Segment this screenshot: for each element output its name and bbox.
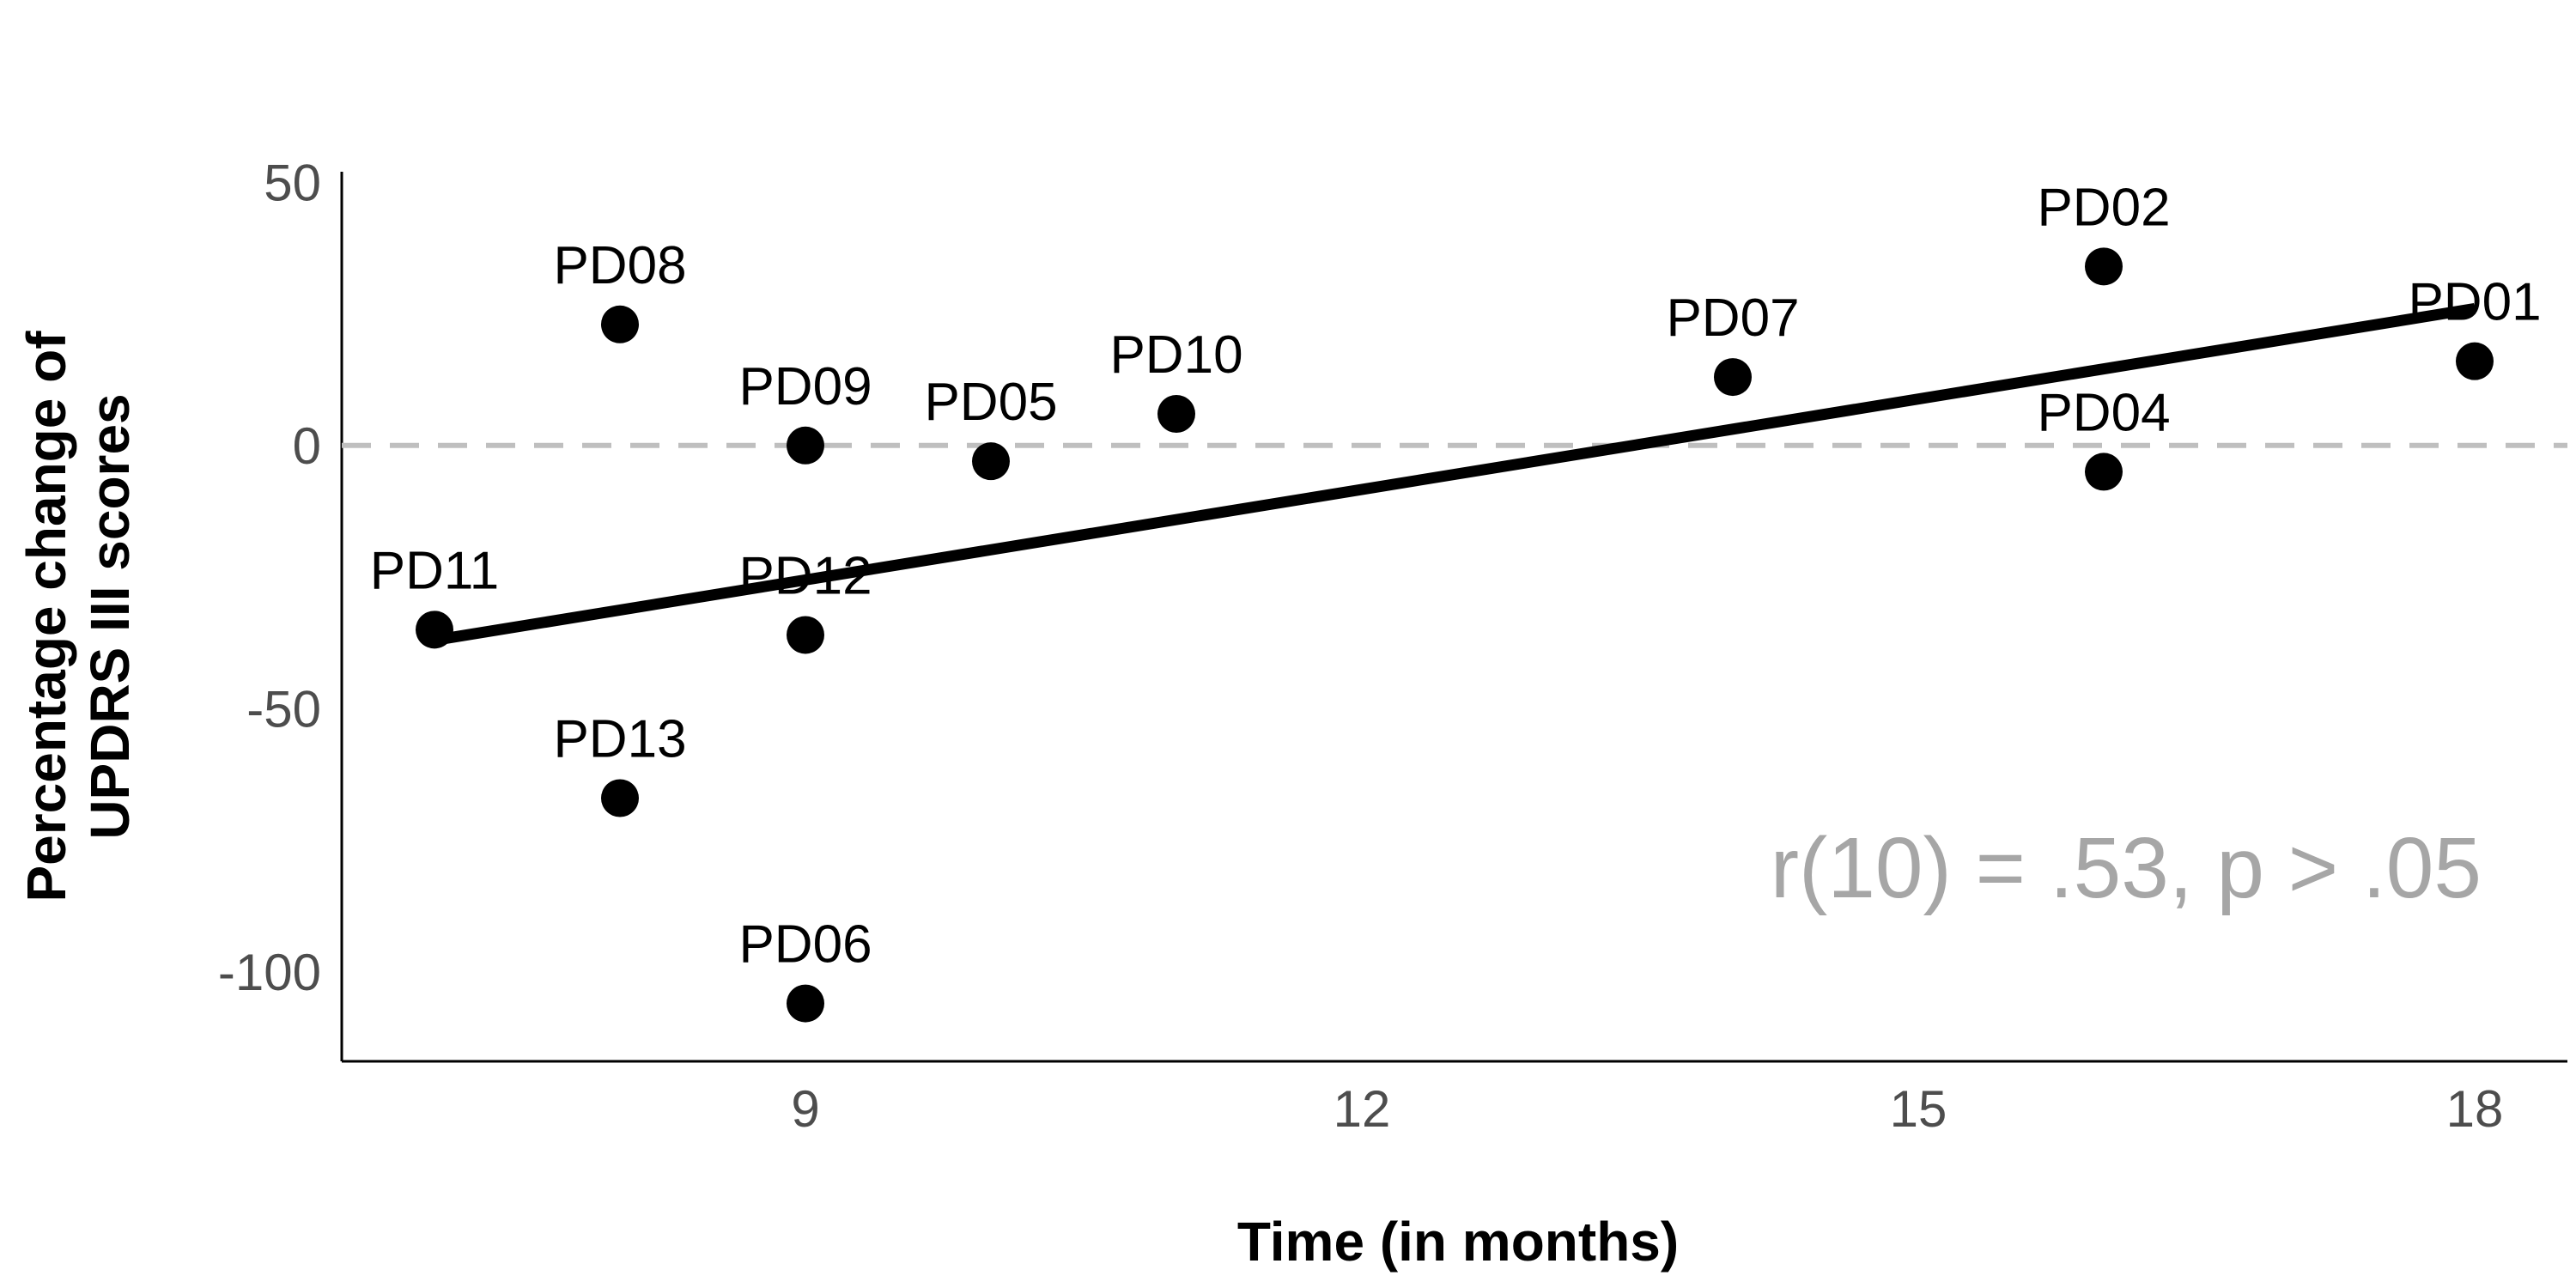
x-tick-label: 9: [791, 1080, 819, 1138]
data-point: [601, 305, 639, 343]
y-axis-title-line-2: UPDRS III scores: [79, 393, 141, 839]
data-point: [1157, 394, 1195, 433]
point-label: PD13: [553, 709, 686, 769]
y-tick-label: 0: [293, 417, 321, 475]
plot-area: 9 12 15 18 50 0 -50 -100: [218, 154, 2567, 1138]
data-point: [787, 616, 824, 654]
data-point: [1714, 358, 1752, 397]
regression-line: [433, 302, 2476, 647]
data-point: [2456, 342, 2494, 380]
point-label: PD01: [2408, 273, 2541, 332]
point-label: PD11: [370, 541, 500, 600]
x-tick-label: 18: [2446, 1080, 2504, 1138]
data-point: [2085, 453, 2123, 491]
y-tick-label: -50: [246, 680, 321, 738]
point-label: PD12: [738, 546, 872, 605]
y-tick-label: -100: [218, 944, 321, 1001]
data-point: [787, 984, 824, 1023]
x-axis-title: Time (in months): [1237, 1211, 1679, 1273]
x-tick-label: 15: [1890, 1080, 1947, 1138]
data-point: [416, 611, 453, 649]
data-point: [2085, 247, 2123, 286]
data-point: [601, 779, 639, 817]
y-axis-title-line-1: Percentage change of: [15, 331, 77, 902]
point-label: PD07: [1666, 289, 1799, 348]
point-label: PD04: [2037, 383, 2170, 442]
point-label: PD06: [738, 915, 872, 975]
point-label: PD08: [553, 236, 686, 295]
chart-text: Time (in months) Percentage change of UP…: [15, 331, 2482, 1273]
data-point: [787, 426, 824, 465]
point-label: PD05: [924, 373, 1057, 432]
point-label: PD10: [1109, 325, 1242, 385]
correlation-annotation: r(10) = .53, p > .05: [1771, 820, 2482, 916]
data-marks: PD01 PD02 PD04 PD05 PD06 PD07 PD08 PD09 PD10 PD11…: [370, 178, 2542, 1023]
y-tick-label: 50: [264, 154, 321, 211]
point-label: PD09: [738, 357, 872, 416]
data-point: [972, 442, 1010, 481]
point-label: PD02: [2037, 178, 2170, 237]
x-tick-label: 12: [1334, 1080, 1391, 1138]
